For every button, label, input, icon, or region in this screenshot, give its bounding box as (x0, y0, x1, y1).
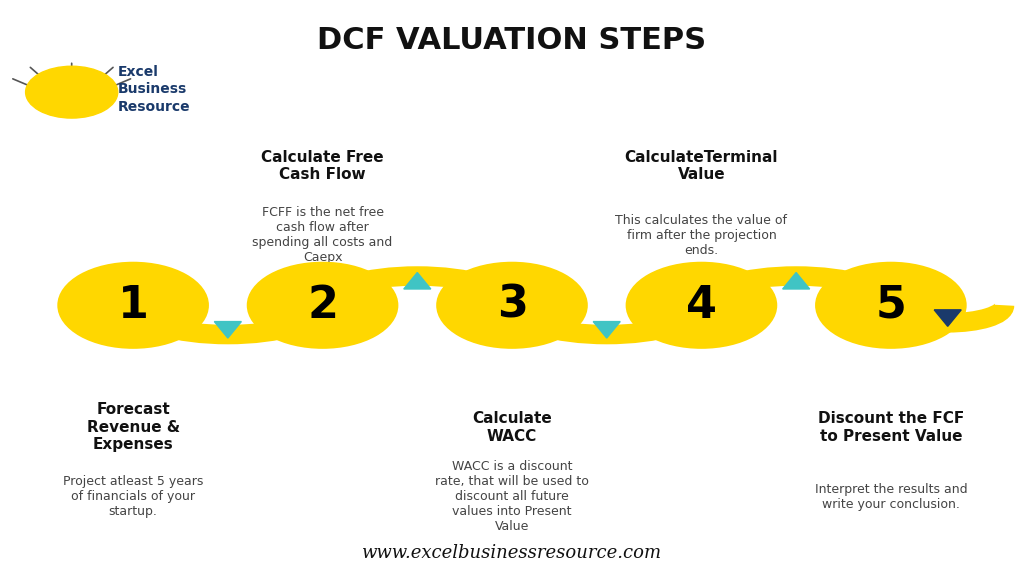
Text: Forecast
Revenue &
Expenses: Forecast Revenue & Expenses (87, 403, 179, 452)
Text: CalculateTerminal
Value: CalculateTerminal Value (625, 150, 778, 182)
Circle shape (438, 264, 586, 347)
Text: WACC is a discount
rate, that will be used to
discount all future
values into Pr: WACC is a discount rate, that will be us… (435, 460, 589, 533)
Polygon shape (593, 321, 621, 338)
Circle shape (249, 264, 396, 347)
Text: 1: 1 (118, 284, 148, 327)
Text: Interpret the results and
write your conclusion.: Interpret the results and write your con… (814, 483, 968, 510)
Text: 3: 3 (497, 284, 527, 327)
Text: Resource: Resource (118, 100, 190, 113)
Polygon shape (782, 272, 810, 289)
Text: 5: 5 (876, 284, 906, 327)
Polygon shape (934, 310, 962, 327)
Circle shape (26, 66, 118, 118)
Text: 2: 2 (307, 284, 338, 327)
Polygon shape (214, 321, 242, 338)
Circle shape (628, 264, 775, 347)
Text: 4: 4 (686, 284, 717, 327)
Text: FCFF is the net free
cash flow after
spending all costs and
Caepx: FCFF is the net free cash flow after spe… (253, 206, 392, 264)
Text: Calculate
WACC: Calculate WACC (472, 411, 552, 444)
Text: www.excelbusinessresource.com: www.excelbusinessresource.com (361, 544, 663, 562)
Circle shape (59, 264, 207, 347)
Text: Business: Business (118, 82, 187, 96)
Polygon shape (403, 272, 431, 289)
Text: Project atleast 5 years
of financials of your
startup.: Project atleast 5 years of financials of… (62, 475, 204, 518)
Text: DCF VALUATION STEPS: DCF VALUATION STEPS (317, 26, 707, 55)
Text: Excel: Excel (118, 65, 159, 79)
Text: Calculate Free
Cash Flow: Calculate Free Cash Flow (261, 150, 384, 182)
Text: Discount the FCF
to Present Value: Discount the FCF to Present Value (818, 411, 964, 444)
Text: This calculates the value of
firm after the projection
ends.: This calculates the value of firm after … (615, 214, 787, 256)
Circle shape (817, 264, 965, 347)
